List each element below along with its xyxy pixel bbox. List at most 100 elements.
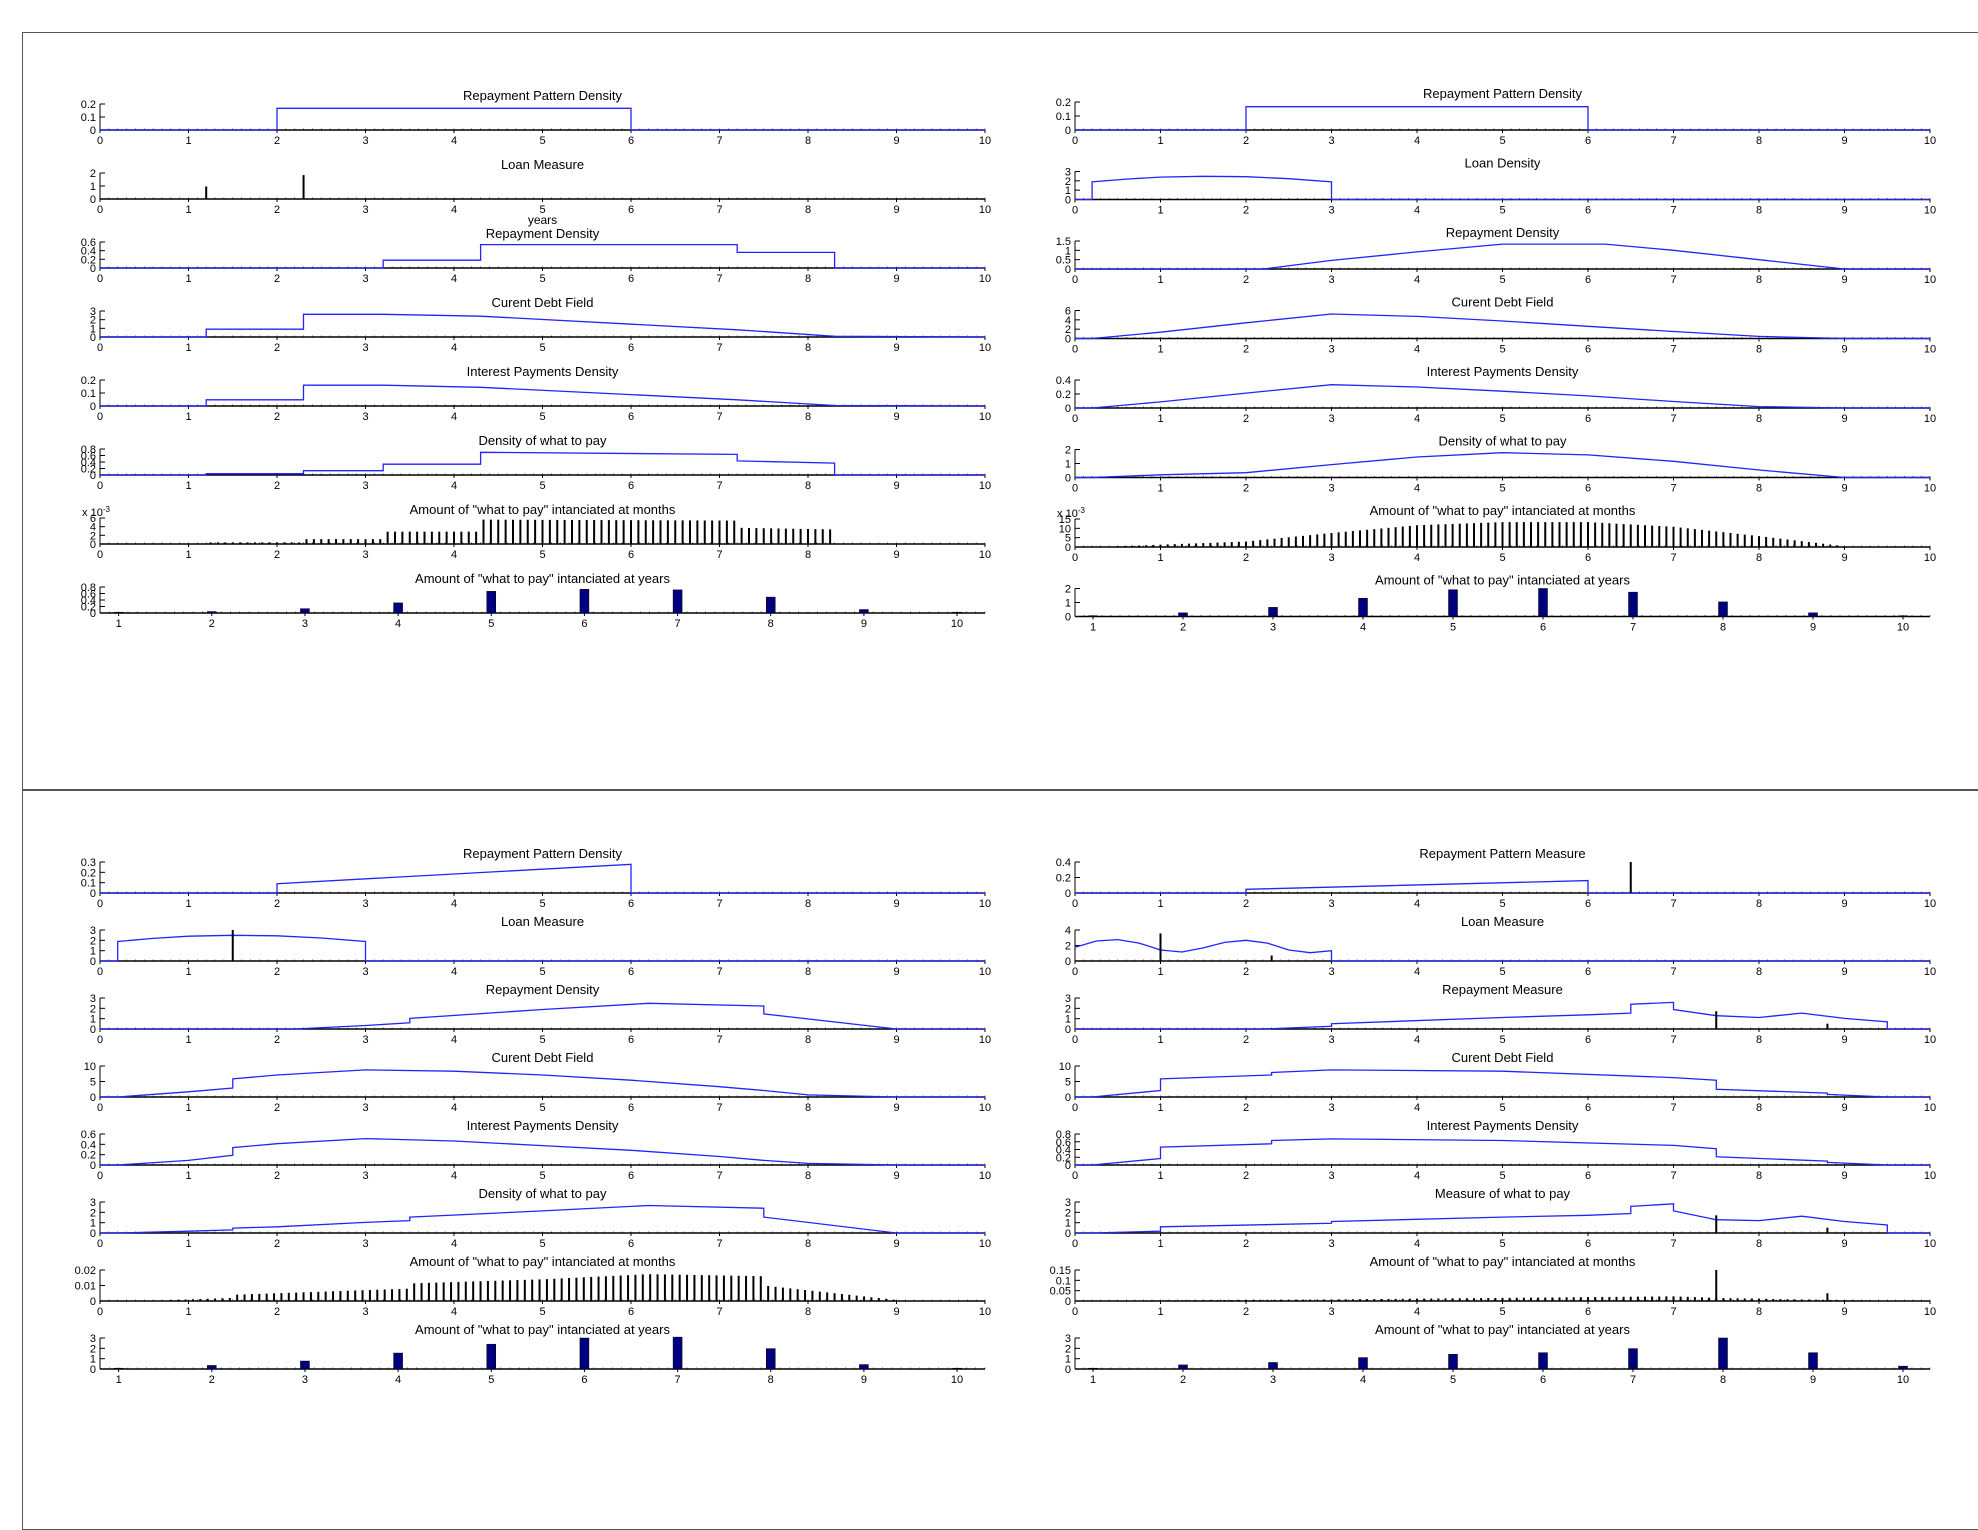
- series-line: [100, 1069, 985, 1098]
- y-tick-label: 0: [90, 332, 96, 344]
- x-tick-label: 4: [451, 411, 457, 423]
- series-line: [1075, 1069, 1930, 1098]
- x-tick-label: 3: [1328, 483, 1334, 495]
- subplot-title: Interest Payments Density: [1427, 1118, 1579, 1133]
- y-tick-label: 0: [1065, 1364, 1071, 1376]
- x-tick-label: 9: [1841, 1034, 1847, 1046]
- subplot-7: Amount of "what to pay" intanciated at m…: [1057, 503, 1936, 564]
- y-tick-label: 3: [1065, 993, 1071, 1005]
- x-tick-label: 6: [1585, 483, 1591, 495]
- x-tick-label: 3: [362, 1102, 368, 1114]
- x-tick-label: 10: [1924, 1306, 1936, 1318]
- y-tick-label: 1: [90, 181, 96, 193]
- x-tick-label: 1: [185, 1170, 191, 1182]
- subplot-title: Repayment Pattern Density: [463, 846, 622, 861]
- subplot-title: Density of what to pay: [1439, 434, 1567, 449]
- year-bar: [207, 1365, 217, 1370]
- y-tick-label: 0: [1065, 1160, 1071, 1172]
- x-tick-label: 0: [97, 273, 103, 285]
- y-tick-label: 0.2: [81, 254, 96, 266]
- x-tick-label: 8: [768, 1374, 774, 1386]
- x-tick-label: 8: [805, 1238, 811, 1250]
- subplot-5: Interest Payments Density 0 1 2 3 4 5 6 7 8 9 10 0.2…: [81, 364, 991, 423]
- y-tick-label: 1: [1065, 598, 1071, 610]
- x-tick-label: 6: [1585, 135, 1591, 147]
- x-tick-label: 3: [362, 898, 368, 910]
- x-tick-label: 1: [1090, 622, 1096, 634]
- x-tick-label: 1: [185, 411, 191, 423]
- subplot-title: Curent Debt Field: [1452, 1050, 1554, 1065]
- x-tick-label: 5: [539, 411, 545, 423]
- x-tick-label: 7: [675, 1374, 681, 1386]
- x-tick-label: 8: [1756, 135, 1762, 147]
- x-tick-label: 3: [362, 1170, 368, 1182]
- x-tick-label: 1: [185, 1102, 191, 1114]
- x-tick-label: 8: [805, 1306, 811, 1318]
- y-tick-label: 0.2: [81, 602, 96, 614]
- subplot-title: Density of what to pay: [479, 433, 607, 448]
- x-tick-label: 9: [1841, 483, 1847, 495]
- x-tick-label: 7: [716, 1034, 722, 1046]
- x-tick-label: 1: [1157, 483, 1163, 495]
- y-tick-label: 0: [90, 263, 96, 275]
- series-line: [1075, 452, 1930, 479]
- x-tick-label: 8: [805, 342, 811, 354]
- x-tick-label: 6: [628, 273, 634, 285]
- x-tick-label: 2: [274, 1306, 280, 1318]
- y-tick-label: 10: [1059, 1061, 1071, 1073]
- series-line: [100, 1002, 985, 1030]
- x-tick-label: 2: [1243, 898, 1249, 910]
- x-tick-label: 10: [1924, 483, 1936, 495]
- x-tick-label: 6: [628, 966, 634, 978]
- x-tick-label: 8: [805, 1170, 811, 1182]
- x-tick-label: 5: [1499, 898, 1505, 910]
- x-tick-label: 5: [488, 1374, 494, 1386]
- subplot-7: Amount of "what to pay" intanciated at m…: [75, 1254, 992, 1318]
- y-tick-label: 5: [1065, 1077, 1071, 1089]
- y-tick-label: 2: [90, 935, 96, 947]
- x-tick-label: 5: [1499, 1306, 1505, 1318]
- x-tick-label: 10: [951, 1374, 963, 1386]
- y-tick-label: 3: [1065, 1197, 1071, 1209]
- y-tick-label: 2: [1065, 1003, 1071, 1015]
- x-tick-label: 7: [716, 342, 722, 354]
- y-tick-label: 5: [1065, 533, 1071, 545]
- subplot-1: Repayment Pattern Density 0 1 2 3 4 5 6 7 8 9 10 0.2…: [81, 88, 991, 147]
- x-tick-label: 0: [1072, 205, 1078, 217]
- series-line: [100, 313, 986, 338]
- x-tick-label: 1: [1157, 966, 1163, 978]
- y-tick-label: 0: [1065, 612, 1071, 624]
- y-tick-label: 1: [1065, 1014, 1071, 1026]
- x-tick-label: 6: [628, 898, 634, 910]
- subplot-5: Interest Payments Density 0 1 2 3 4 5 6 7 8 9 10 0.4…: [1056, 364, 1936, 425]
- x-tick-label: 8: [1756, 898, 1762, 910]
- y-tick-label: 10: [84, 1061, 96, 1073]
- x-tick-label: 5: [539, 1238, 545, 1250]
- x-tick-label: 0: [97, 966, 103, 978]
- year-bar: [859, 609, 869, 614]
- series-line: [100, 863, 985, 894]
- x-tick-label: 9: [1841, 1238, 1847, 1250]
- chart-panel-top-left: Repayment Pattern Density 0 1 2 3 4 5 6 7 8 9 10 0.2…: [60, 88, 995, 638]
- x-tick-label: 1: [1157, 1034, 1163, 1046]
- subplot-title: Curent Debt Field: [492, 295, 594, 310]
- x-tick-label: 1: [1157, 1170, 1163, 1182]
- x-tick-label: 2: [1243, 135, 1249, 147]
- x-tick-label: 8: [805, 480, 811, 492]
- x-tick-label: 4: [1414, 274, 1420, 286]
- x-tick-label: 5: [539, 1034, 545, 1046]
- y-tick-label: 0.4: [81, 457, 96, 469]
- x-tick-label: 10: [1924, 344, 1936, 356]
- y-tick-label: 4: [1065, 925, 1071, 937]
- chart-panel-bottom-right: Repayment Pattern Measure 0 1 2 3 4 5 6 7 8 9 10 0.4…: [1030, 846, 1937, 1391]
- year-bar: [1088, 1367, 1098, 1370]
- y-tick-label: 1: [90, 1218, 96, 1230]
- x-tick-label: 3: [302, 618, 308, 630]
- year-bar: [1808, 612, 1818, 617]
- x-tick-label: 4: [1414, 1034, 1420, 1046]
- x-tick-label: 8: [1756, 1306, 1762, 1318]
- y-tick-label: 0.5: [1056, 255, 1071, 267]
- y-tick-label: 0: [1065, 888, 1071, 900]
- x-tick-label: 1: [1157, 135, 1163, 147]
